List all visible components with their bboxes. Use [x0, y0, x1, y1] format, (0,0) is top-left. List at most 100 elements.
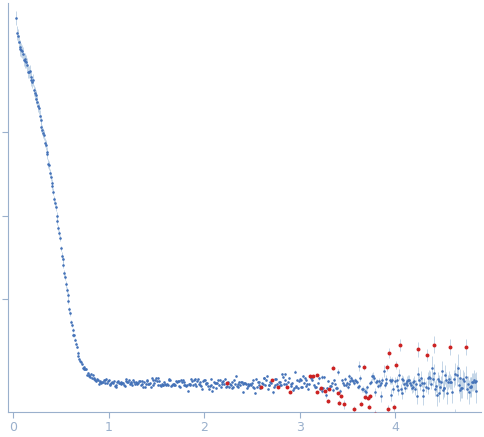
Point	[155, 378, 163, 385]
Point	[354, 383, 362, 390]
Point	[167, 382, 175, 389]
Point	[252, 375, 260, 382]
Point	[76, 356, 83, 363]
Point	[445, 375, 453, 382]
Point	[21, 55, 29, 62]
Point	[18, 48, 26, 55]
Point	[364, 395, 372, 402]
Point	[355, 383, 363, 390]
Point	[128, 378, 136, 385]
Point	[276, 382, 284, 388]
Point	[72, 340, 80, 347]
Point	[226, 381, 234, 388]
Point	[214, 377, 222, 384]
Point	[350, 406, 358, 413]
Point	[356, 362, 363, 369]
Point	[137, 381, 145, 388]
Point	[106, 382, 113, 389]
Point	[347, 378, 354, 385]
Point	[419, 392, 426, 399]
Point	[193, 378, 201, 385]
Point	[432, 382, 440, 389]
Point	[398, 376, 406, 383]
Point	[448, 389, 456, 396]
Point	[15, 38, 23, 45]
Point	[119, 380, 126, 387]
Point	[423, 352, 431, 359]
Point	[116, 379, 123, 386]
Point	[53, 212, 60, 219]
Point	[134, 380, 141, 387]
Point	[302, 382, 310, 389]
Point	[149, 382, 156, 388]
Point	[191, 380, 198, 387]
Point	[125, 376, 133, 383]
Point	[144, 377, 151, 384]
Point	[251, 389, 259, 396]
Point	[219, 378, 227, 385]
Point	[439, 387, 447, 394]
Point	[435, 378, 442, 385]
Point	[203, 379, 211, 386]
Point	[341, 375, 349, 382]
Point	[212, 384, 220, 391]
Point	[45, 160, 52, 167]
Point	[138, 380, 146, 387]
Point	[457, 385, 465, 392]
Point	[115, 380, 123, 387]
Point	[250, 376, 257, 383]
Point	[186, 380, 194, 387]
Point	[249, 383, 257, 390]
Point	[352, 377, 360, 384]
Point	[179, 377, 187, 384]
Point	[440, 384, 448, 391]
Point	[288, 379, 296, 386]
Point	[281, 377, 288, 384]
Point	[345, 373, 352, 380]
Point	[465, 388, 473, 395]
Point	[228, 384, 236, 391]
Point	[392, 362, 400, 369]
Point	[369, 372, 377, 379]
Point	[382, 375, 390, 382]
Point	[458, 385, 466, 392]
Point	[337, 393, 345, 400]
Point	[237, 378, 245, 385]
Point	[258, 379, 266, 386]
Point	[254, 378, 261, 385]
Point	[279, 374, 287, 381]
Point	[104, 378, 112, 385]
Point	[208, 382, 215, 388]
Point	[411, 386, 419, 393]
Point	[379, 419, 387, 426]
Point	[338, 377, 346, 384]
Point	[29, 76, 37, 83]
Point	[20, 56, 28, 63]
Point	[463, 385, 471, 392]
Point	[24, 69, 32, 76]
Point	[98, 379, 106, 386]
Point	[469, 379, 476, 386]
Point	[153, 378, 161, 385]
Point	[315, 379, 322, 386]
Point	[266, 381, 273, 388]
Point	[292, 383, 300, 390]
Point	[316, 385, 324, 392]
Point	[424, 384, 432, 391]
Point	[469, 378, 477, 385]
Point	[14, 33, 22, 40]
Point	[430, 370, 438, 377]
Point	[171, 382, 179, 388]
Point	[34, 103, 42, 110]
Point	[239, 380, 246, 387]
Point	[424, 375, 432, 382]
Point	[76, 358, 84, 365]
Point	[49, 188, 57, 195]
Point	[210, 379, 218, 386]
Point	[206, 383, 213, 390]
Point	[454, 364, 462, 371]
Point	[314, 388, 321, 395]
Point	[241, 379, 249, 386]
Point	[198, 385, 206, 392]
Point	[182, 383, 190, 390]
